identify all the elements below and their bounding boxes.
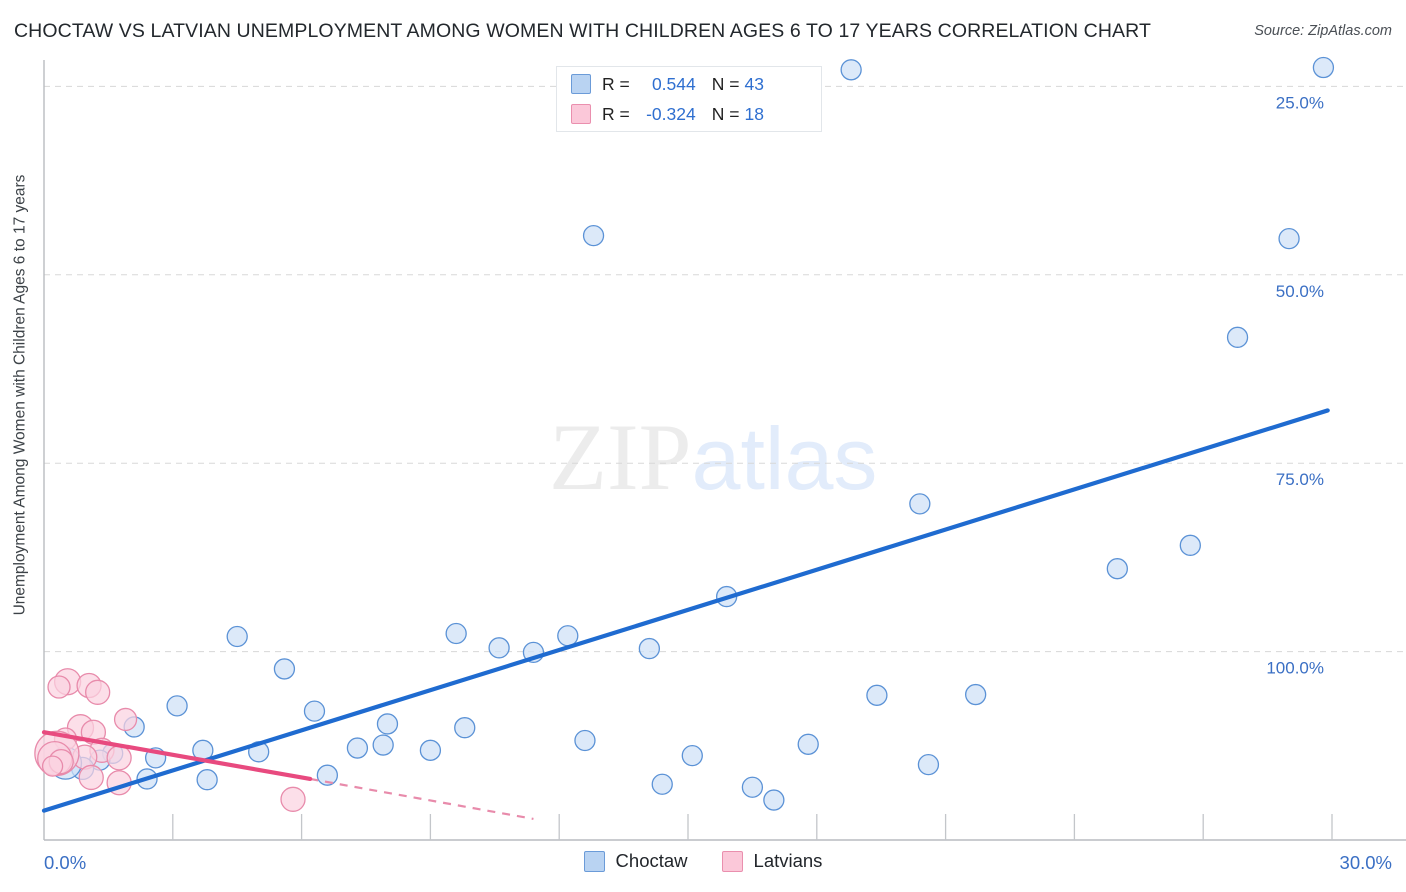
data-point[interactable] (376, 713, 399, 735)
data-point[interactable] (106, 745, 132, 771)
data-point[interactable] (681, 744, 703, 767)
data-point[interactable] (651, 773, 673, 795)
data-point[interactable] (741, 776, 764, 798)
series-legend: Choctaw Latvians (0, 850, 1406, 872)
data-point[interactable] (445, 622, 467, 645)
legend-choctaw-swatch-icon (583, 850, 605, 872)
x-axis-min-label: 0.0% (44, 852, 87, 873)
latvians-swatch-icon (571, 104, 591, 124)
data-point[interactable] (454, 717, 476, 739)
series-choctaw (48, 56, 1335, 811)
legend-latvians-label: Latvians (753, 850, 823, 871)
data-point[interactable] (85, 679, 111, 705)
data-point[interactable] (797, 733, 819, 755)
data-point[interactable] (346, 737, 369, 759)
choctaw-n-label: N = (711, 73, 740, 94)
latvians-r-value: -0.324 (646, 103, 696, 124)
choctaw-r-value: 0.544 (651, 73, 696, 94)
data-point[interactable] (226, 625, 248, 648)
y-axis-tick-label: 100.0% (1266, 659, 1324, 678)
y-axis-tick-label: 75.0% (1276, 470, 1324, 489)
data-point[interactable] (965, 683, 987, 706)
trendline-dashed-latvians (309, 777, 534, 820)
legend-latvians-swatch-icon (721, 850, 743, 872)
choctaw-swatch-icon (571, 74, 591, 94)
data-point[interactable] (419, 739, 442, 761)
data-point[interactable] (196, 769, 218, 791)
data-point[interactable] (280, 786, 306, 812)
stats-legend: R = 0.544 N = 43 R = -0.324 N = 18 (556, 66, 822, 132)
latvians-n-value: 18 (744, 103, 764, 124)
choctaw-r-label: R = (602, 73, 630, 94)
data-point[interactable] (1106, 558, 1128, 580)
data-point[interactable] (78, 764, 104, 791)
trendline-choctaw (41, 408, 1330, 813)
data-point[interactable] (582, 224, 605, 247)
data-point[interactable] (166, 695, 188, 717)
source-attribution: Source: ZipAtlas.com (1254, 23, 1392, 39)
legend-item-choctaw[interactable]: Choctaw (583, 850, 688, 872)
stats-legend-row-latvians: R = -0.324 N = 18 (571, 100, 821, 128)
choctaw-n-value: 43 (744, 73, 764, 94)
data-point[interactable] (574, 729, 596, 752)
data-point[interactable] (1278, 227, 1300, 250)
data-point[interactable] (1226, 326, 1249, 348)
data-point[interactable] (41, 755, 64, 777)
data-point[interactable] (372, 734, 394, 756)
x-axis-max-label: 30.0% (1339, 852, 1392, 873)
y-axis-tick-label: 25.0% (1276, 93, 1324, 112)
latvians-n-label: N = (711, 103, 740, 124)
data-point[interactable] (917, 753, 940, 776)
series-latvians (34, 668, 534, 820)
data-point[interactable] (866, 684, 888, 706)
data-point[interactable] (840, 59, 862, 81)
data-point[interactable] (273, 658, 296, 680)
stats-legend-row-choctaw: R = 0.544 N = 43 (571, 70, 821, 98)
trendline-latvians (41, 730, 313, 782)
data-point[interactable] (316, 764, 339, 786)
data-point[interactable] (763, 789, 785, 811)
page-title: CHOCTAW VS LATVIAN UNEMPLOYMENT AMONG WO… (14, 20, 1151, 42)
legend-item-latvians[interactable]: Latvians (721, 850, 823, 872)
data-point[interactable] (113, 707, 138, 732)
data-point[interactable] (1312, 56, 1335, 79)
data-point[interactable] (303, 700, 326, 722)
latvians-r-label: R = (602, 103, 630, 124)
data-point[interactable] (638, 637, 661, 660)
legend-choctaw-label: Choctaw (615, 850, 688, 871)
data-point[interactable] (909, 493, 931, 515)
data-point[interactable] (47, 675, 71, 699)
data-point[interactable] (1179, 534, 1201, 556)
y-axis-tick-label: 50.0% (1276, 282, 1324, 301)
data-point[interactable] (557, 625, 579, 647)
data-point[interactable] (488, 637, 510, 659)
